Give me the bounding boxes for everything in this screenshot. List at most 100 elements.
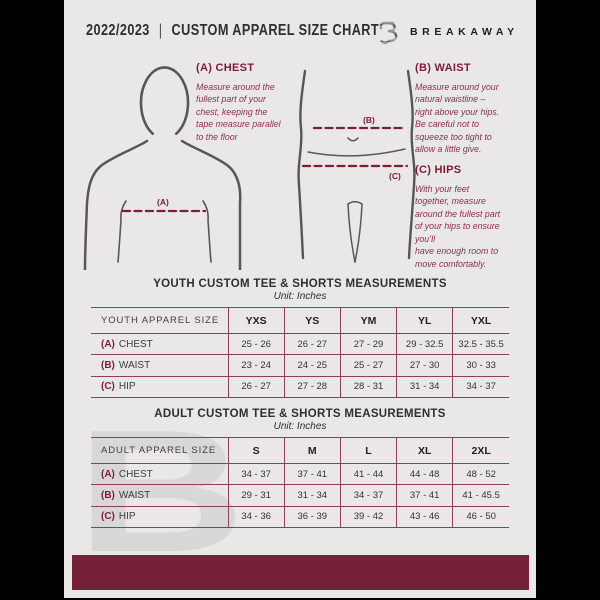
adult-size-section: ADULT CUSTOM TEE & SHORTS MEASUREMENTS U… — [91, 408, 509, 528]
table-row: (A) CHEST 34 - 37 37 - 41 41 - 44 44 - 48… — [91, 463, 509, 486]
waist-line-label: (B) — [363, 115, 375, 125]
right-armpit-line — [202, 200, 212, 263]
chest-heading: (A) CHEST — [196, 62, 255, 74]
chest-instructions: (A) CHEST Measure around the fullest par… — [196, 62, 341, 143]
row-key: (B) — [101, 489, 115, 501]
row-label-text: WAIST — [118, 359, 151, 371]
hips-line-label: (C) — [389, 171, 401, 181]
cell-value: 31 - 34 — [283, 484, 341, 507]
flyer-page: B 2022/2023 | CUSTOM APPAREL SIZE CHART — [64, 0, 536, 598]
row-label: (C) HIP — [91, 506, 229, 528]
row-key: (A) — [101, 468, 115, 480]
cell-value: 43 - 46 — [396, 506, 453, 528]
chest-measurement-diagram: (A) — [83, 66, 242, 270]
brand-name: BREAKAWAY — [410, 26, 519, 38]
hips-instructions: (C) HIPS With your feet together, measur… — [415, 164, 536, 270]
column-header: YXS — [227, 307, 285, 334]
row-key: (B) — [101, 359, 115, 371]
column-header: L — [339, 437, 397, 464]
row-label: (B) WAIST — [91, 484, 229, 507]
row-label-text: WAIST — [118, 489, 151, 501]
cell-value: 29 - 31 — [227, 484, 285, 507]
cell-value: 27 - 29 — [339, 333, 397, 356]
row-label: (C) HIP — [91, 376, 229, 398]
cell-value: 31 - 34 — [396, 376, 453, 398]
cell-value: 29 - 32.5 — [396, 333, 453, 356]
brand-logo: BREAKAWAY — [378, 18, 519, 46]
row-label-text: HIP — [118, 511, 136, 523]
navel-mark — [347, 137, 359, 142]
right-shoulder-arm — [180, 139, 242, 270]
crotch-curve — [347, 201, 363, 205]
cell-value: 27 - 30 — [396, 354, 453, 377]
adult-size-table: ADULT APPAREL SIZE S M L XL 2XL (A) CHEST… — [91, 437, 509, 528]
row-label: (A) CHEST — [91, 333, 229, 356]
cell-value: 44 - 48 — [396, 463, 453, 486]
table-row: (B) WAIST 23 - 24 24 - 25 25 - 27 27 - 30… — [91, 354, 509, 377]
cell-value: 41 - 45.5 — [452, 484, 509, 507]
left-armpit-line — [117, 200, 127, 263]
adult-table-unit: Unit: Inches — [273, 421, 327, 432]
waist-hip-measurement-diagram: (B) (C) — [297, 69, 416, 263]
table-header-row: YOUTH APPAREL SIZE YXS YS YM YL YXL — [91, 307, 509, 334]
footer-accent-bar — [72, 555, 529, 590]
cell-value: 28 - 31 — [339, 376, 397, 398]
cell-value: 36 - 39 — [283, 506, 341, 528]
row-key: (C) — [101, 511, 115, 523]
column-header: XL — [396, 437, 453, 464]
table-row: (C) HIP 34 - 36 36 - 39 39 - 42 43 - 46 4… — [91, 506, 509, 528]
column-header: YS — [283, 307, 341, 334]
cell-value: 26 - 27 — [283, 333, 341, 356]
left-inner-leg — [347, 203, 356, 263]
chest-line-label: (A) — [157, 197, 169, 207]
waist-heading: (B) WAIST — [415, 62, 471, 74]
youth-table-unit: Unit: Inches — [273, 291, 327, 302]
waist-body-text: Measure around your natural waistline – … — [415, 82, 500, 155]
column-header: M — [283, 437, 341, 464]
row-label: (B) WAIST — [91, 354, 229, 377]
cell-value: 34 - 37 — [339, 484, 397, 507]
right-body-outline — [406, 69, 416, 260]
row-label: (A) CHEST — [91, 463, 229, 486]
youth-size-table: YOUTH APPAREL SIZE YXS YS YM YL YXL (A) C… — [91, 307, 509, 398]
cell-value: 39 - 42 — [339, 506, 397, 528]
cell-value: 27 - 28 — [283, 376, 341, 398]
cell-value: 25 - 27 — [339, 354, 397, 377]
youth-table-title: YOUTH CUSTOM TEE & SHORTS MEASUREMENTS — [153, 278, 447, 290]
table-row: (C) HIP 26 - 27 27 - 28 28 - 31 31 - 34 3… — [91, 376, 509, 398]
waist-instructions: (B) WAIST Measure around your natural wa… — [415, 62, 536, 156]
left-shoulder-arm — [83, 139, 149, 270]
hips-heading: (C) HIPS — [415, 164, 462, 176]
cell-value: 26 - 27 — [227, 376, 285, 398]
cell-value: 30 - 33 — [452, 354, 509, 377]
cell-value: 34 - 36 — [227, 506, 285, 528]
table-row: (A) CHEST 25 - 26 26 - 27 27 - 29 29 - 32… — [91, 333, 509, 356]
column-header: YOUTH APPAREL SIZE — [91, 307, 229, 334]
column-header: ADULT APPAREL SIZE — [91, 437, 229, 464]
breakaway-b-icon — [379, 21, 398, 44]
youth-size-section: YOUTH CUSTOM TEE & SHORTS MEASUREMENTS U… — [91, 278, 509, 398]
adult-table-title: ADULT CUSTOM TEE & SHORTS MEASUREMENTS — [154, 408, 446, 420]
season-label: 2022/2023 — [86, 22, 150, 39]
cell-value: 34 - 37 — [452, 376, 509, 398]
right-inner-leg — [354, 203, 363, 263]
row-label-text: HIP — [118, 381, 136, 393]
table-row: (B) WAIST 29 - 31 31 - 34 34 - 37 37 - 41… — [91, 484, 509, 507]
cell-value: 24 - 25 — [283, 354, 341, 377]
column-header: YXL — [452, 307, 509, 334]
row-key: (C) — [101, 381, 115, 393]
column-header: YL — [396, 307, 453, 334]
row-key: (A) — [101, 338, 115, 350]
waistband-curve — [307, 148, 406, 157]
row-label-text: CHEST — [118, 468, 153, 480]
hips-body-text: With your feet together, measure around … — [415, 184, 501, 269]
cell-value: 23 - 24 — [227, 354, 285, 377]
page-title: CUSTOM APPAREL SIZE CHART — [171, 22, 380, 39]
cell-value: 25 - 26 — [227, 333, 285, 356]
cell-value: 34 - 37 — [227, 463, 285, 486]
cell-value: 32.5 - 35.5 — [452, 333, 509, 356]
column-header: 2XL — [452, 437, 509, 464]
head-outline — [139, 66, 190, 135]
cell-value: 41 - 44 — [339, 463, 397, 486]
